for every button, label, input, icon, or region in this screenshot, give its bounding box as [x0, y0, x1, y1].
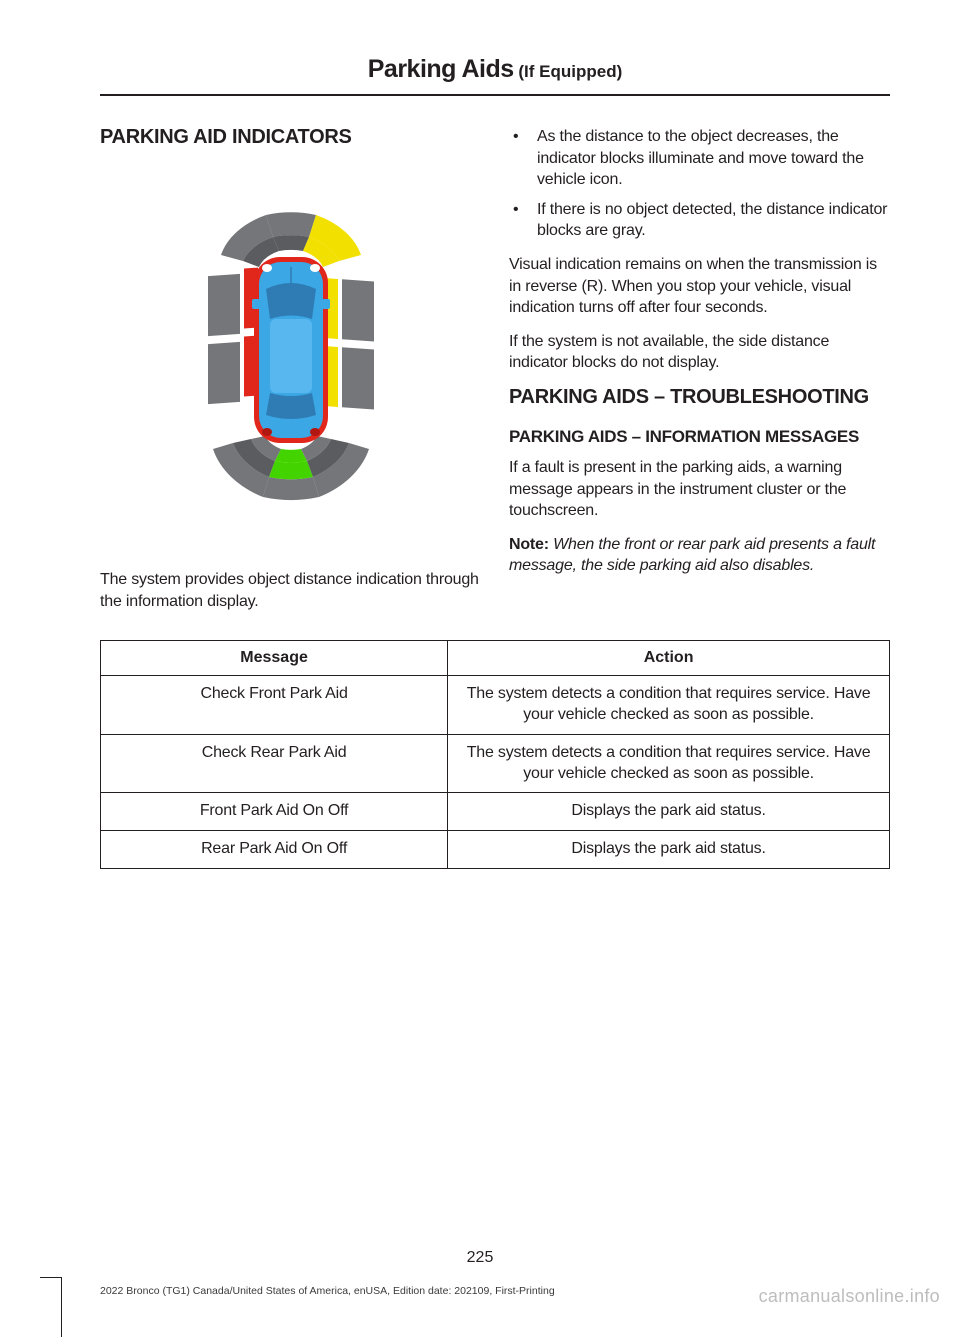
note-paragraph: Note: When the front or rear park aid pr…: [509, 534, 890, 577]
paragraph: If a fault is present in the parking aid…: [509, 457, 890, 522]
list-item: As the distance to the object decreases,…: [509, 126, 890, 191]
table-row: Check Front Park Aid The system detects …: [101, 676, 890, 735]
table-cell: Displays the park aid status.: [448, 793, 890, 831]
table-cell: The system detects a condition that requ…: [448, 734, 890, 793]
heading-troubleshooting: PARKING AIDS – TROUBLESHOOTING: [509, 386, 890, 409]
table-header-row: Message Action: [101, 641, 890, 676]
left-column: PARKING AID INDICATORS: [100, 126, 481, 624]
table-row: Check Rear Park Aid The system detects a…: [101, 734, 890, 793]
table-cell: Rear Park Aid On Off: [101, 831, 448, 869]
list-item: If there is no object detected, the dist…: [509, 199, 890, 242]
diagram-caption: The system provides object distance indi…: [100, 569, 481, 612]
table-cell: Check Front Park Aid: [101, 676, 448, 735]
note-label: Note:: [509, 536, 549, 553]
table-header: Action: [448, 641, 890, 676]
header-subtitle: (If Equipped): [514, 62, 623, 81]
crop-mark: [40, 1277, 62, 1337]
bullet-list: As the distance to the object decreases,…: [509, 126, 890, 242]
table-row: Rear Park Aid On Off Displays the park a…: [101, 831, 890, 869]
heading-info-messages: PARKING AIDS – INFORMATION MESSAGES: [509, 427, 890, 447]
table-cell: Displays the park aid status.: [448, 831, 890, 869]
heading-indicators: PARKING AID INDICATORS: [100, 126, 481, 149]
table-header: Message: [101, 641, 448, 676]
footer-text: 2022 Bronco (TG1) Canada/United States o…: [100, 1285, 555, 1297]
messages-table-wrap: Message Action Check Front Park Aid The …: [100, 640, 890, 869]
table-cell: Check Rear Park Aid: [101, 734, 448, 793]
content-columns: PARKING AID INDICATORS: [100, 126, 890, 624]
paragraph: Visual indication remains on when the tr…: [509, 254, 890, 319]
right-column: As the distance to the object decreases,…: [509, 126, 890, 624]
paragraph: If the system is not available, the side…: [509, 331, 890, 374]
note-body: When the front or rear park aid presents…: [509, 536, 875, 575]
page-header: Parking Aids (If Equipped): [100, 55, 890, 96]
page-number: 225: [0, 1249, 960, 1267]
parking-diagram: [100, 167, 481, 547]
table-cell: The system detects a condition that requ…: [448, 676, 890, 735]
header-title: Parking Aids: [368, 55, 514, 83]
table-row: Front Park Aid On Off Displays the park …: [101, 793, 890, 831]
messages-table: Message Action Check Front Park Aid The …: [100, 640, 890, 869]
watermark: carmanualsonline.info: [759, 1286, 940, 1307]
table-cell: Front Park Aid On Off: [101, 793, 448, 831]
parking-aid-diagram-svg: [166, 167, 416, 547]
